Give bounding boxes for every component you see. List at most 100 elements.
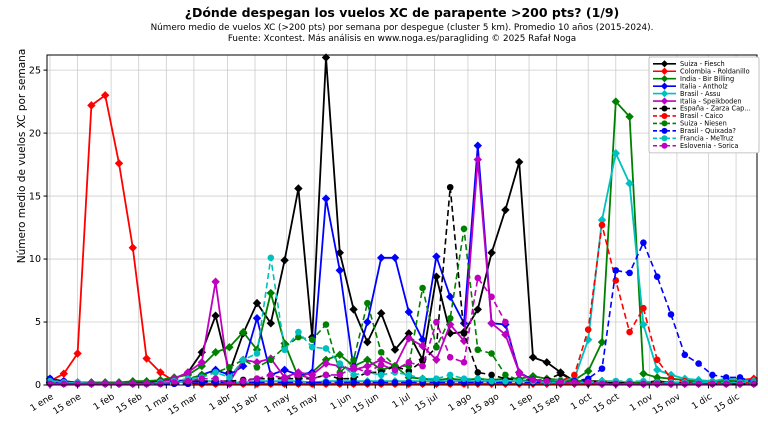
legend-marker-eslovenia-sorica: [661, 142, 668, 149]
marker-eslovenia-sorica: [709, 380, 716, 388]
marker-suiza-fiesch: [404, 329, 413, 338]
legend-label: Colombia - Roldanillo: [680, 67, 750, 75]
series-line-brasil-assu: [49, 150, 754, 385]
legend-marker-italia-speikboden: [660, 97, 669, 105]
marker-italia-antholz: [418, 335, 427, 344]
x-tick-label: 1 jun: [329, 392, 353, 412]
y-tick-label: 15: [29, 191, 41, 202]
marker-brasil-assu: [653, 365, 662, 375]
legend-item-brasil-quixada: Brasil - Quixada?: [653, 127, 736, 135]
legend-marker-suiza-niesen: [661, 120, 668, 127]
marker-eslovenia-sorica: [377, 361, 385, 369]
x-tick-label: 15 dic: [713, 392, 742, 415]
marker-suiza-niesen: [433, 343, 440, 351]
legend-label: Brasil - Caico: [680, 112, 723, 120]
marker-brasil-quixada: [377, 379, 385, 386]
marker-eslovenia-sorica: [640, 380, 647, 388]
marker-suiza-niesen: [474, 346, 482, 354]
marker-brasil-quixada: [336, 379, 344, 386]
marker-colombia-roldanillo: [101, 91, 110, 100]
marker-india-bir-billing: [363, 355, 372, 365]
marker-colombia-roldanillo: [114, 159, 124, 168]
x-tick-label: 15 oct: [592, 392, 622, 416]
marker-suiza-niesen: [488, 350, 495, 357]
marker-suiza-fiesch: [515, 157, 524, 167]
series-suiza-niesen: [46, 225, 758, 388]
marker-brasil-caico: [653, 356, 661, 364]
marker-india-bir-billing: [239, 327, 248, 337]
marker-eslovenia-sorica: [460, 359, 468, 366]
legend-item-eslovenia-sorica: Eslovenia - Sorica: [653, 142, 738, 150]
marker-suiza-niesen: [322, 321, 330, 328]
series-line-italia-antholz: [50, 145, 754, 385]
marker-suiza-fiesch: [349, 305, 358, 314]
y-axis-label: Número medio de vuelos XC por semana: [16, 48, 28, 264]
series-line-eslovenia-sorica: [50, 275, 754, 385]
marker-francia-metruz: [377, 371, 385, 379]
marker-eslovenia-sorica: [653, 380, 661, 388]
marker-brasil-quixada: [267, 379, 275, 386]
legend-marker-india-bir-billing: [660, 75, 669, 83]
x-tick-label: 1 oct: [569, 392, 594, 413]
marker-suiza-niesen: [460, 225, 468, 233]
marker-francia-metruz: [253, 350, 261, 357]
marker-eslovenia-sorica: [446, 353, 454, 361]
marker-brasil-assu: [597, 215, 607, 225]
x-tick-label: 15 may: [286, 392, 321, 419]
marker-italia-antholz: [363, 317, 372, 327]
legend-label: Eslovenia - Sorica: [680, 142, 738, 150]
marker-eslovenia-sorica: [101, 380, 109, 388]
marker-colombia-roldanillo: [59, 369, 68, 378]
marker-italia-antholz: [321, 194, 331, 203]
marker-suiza-niesen: [308, 336, 316, 343]
marker-eslovenia-sorica: [502, 318, 509, 326]
marker-brasil-quixada: [681, 351, 689, 359]
marker-brasil-quixada: [295, 379, 302, 386]
marker-espana-zarza: [474, 369, 482, 376]
marker-espana-zarza: [488, 371, 495, 379]
marker-suiza-fiesch: [487, 248, 496, 257]
legend-item-espana-zarza: España - Zarza Cap...: [653, 105, 751, 113]
marker-eslovenia-sorica: [350, 364, 357, 371]
marker-eslovenia-sorica: [60, 380, 68, 388]
marker-brasil-quixada: [626, 269, 633, 277]
marker-brasil-quixada: [653, 273, 661, 280]
x-tick-label: 1 abr: [208, 392, 233, 413]
marker-brasil-caico: [571, 371, 578, 379]
legend-label: España - Zarza Cap...: [680, 105, 751, 113]
x-tick-label: 15 nov: [651, 392, 683, 417]
marker-eslovenia-sorica: [157, 380, 164, 388]
marker-brasil-caico: [612, 277, 620, 284]
marker-colombia-roldanillo: [156, 368, 165, 377]
marker-francia-metruz: [226, 374, 233, 381]
marker-brasil-quixada: [364, 379, 371, 386]
legend-box: [648, 56, 760, 154]
legend-label: Suiza - Niesen: [680, 120, 727, 128]
marker-eslovenia-sorica: [198, 375, 206, 383]
marker-eslovenia-sorica: [419, 362, 426, 370]
legend-item-brasil-caico: Brasil - Caico: [653, 112, 723, 120]
legend-marker-italia-antholz: [660, 82, 669, 90]
chart-subtitle-line1: Número medio de vuelos XC (>200 pts) por…: [150, 23, 654, 33]
marker-eslovenia-sorica: [681, 380, 689, 388]
marker-eslovenia-sorica: [557, 379, 564, 386]
marker-suiza-fiesch: [363, 337, 372, 347]
series-line-italia-speikboden: [50, 159, 754, 386]
plot-border: [46, 54, 758, 386]
x-tick-label: 15 ene: [52, 392, 84, 417]
x-tick-label: 15 feb: [115, 392, 145, 416]
marker-eslovenia-sorica: [736, 380, 744, 388]
marker-eslovenia-sorica: [212, 375, 219, 383]
marker-eslovenia-sorica: [695, 380, 702, 388]
marker-eslovenia-sorica: [143, 380, 150, 388]
marker-italia-speikboden: [252, 358, 262, 367]
marker-brasil-quixada: [640, 239, 647, 246]
x-tick-label: 1 sep: [509, 392, 535, 414]
marker-eslovenia-sorica: [667, 380, 675, 388]
marker-eslovenia-sorica: [529, 376, 537, 384]
marker-brasil-quixada: [322, 379, 330, 386]
legend-label: Italia - Speikboden: [680, 97, 742, 105]
series-line-brasil-quixada: [49, 240, 755, 385]
legend-marker-brasil-caico: [661, 112, 668, 119]
